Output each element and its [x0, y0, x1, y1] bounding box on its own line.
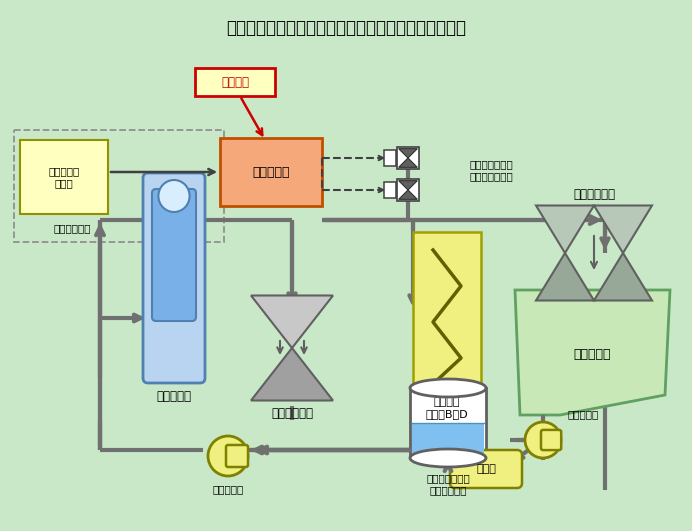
Bar	[397, 179, 419, 201]
Text: 二次系計器
ラック: 二次系計器 ラック	[48, 166, 80, 188]
Text: 脱気器: 脱気器	[476, 464, 496, 474]
Polygon shape	[251, 295, 333, 348]
FancyBboxPatch shape	[152, 189, 196, 321]
Polygon shape	[515, 290, 670, 415]
Bar	[384, 182, 396, 198]
Text: 湿分分離加熱器
加熱蒸気制御弁: 湿分分離加熱器 加熱蒸気制御弁	[470, 159, 513, 181]
FancyBboxPatch shape	[143, 173, 205, 383]
Polygon shape	[251, 348, 333, 400]
Ellipse shape	[410, 379, 486, 397]
Text: 伊方発電所２号機　湿分分離加熱器まわり概略系統図: 伊方発電所２号機 湿分分離加熱器まわり概略系統図	[226, 19, 466, 37]
Polygon shape	[594, 205, 652, 253]
FancyBboxPatch shape	[226, 445, 248, 467]
Bar	[397, 147, 419, 169]
Bar	[412, 423, 484, 456]
Bar	[20, 140, 108, 214]
FancyBboxPatch shape	[541, 430, 561, 450]
Text: 共通リレー室: 共通リレー室	[53, 223, 91, 233]
Polygon shape	[399, 158, 417, 167]
Circle shape	[525, 422, 561, 458]
FancyBboxPatch shape	[450, 450, 522, 488]
Bar	[195, 68, 275, 96]
Text: 当該箇所: 当該箇所	[221, 75, 249, 89]
Polygon shape	[536, 205, 594, 253]
Bar	[410, 388, 486, 458]
Polygon shape	[399, 181, 417, 190]
Bar	[220, 138, 322, 206]
Text: 復　水　器: 復 水 器	[573, 348, 611, 362]
Text: 湿分分離加熱器
ドレンタンク: 湿分分離加熱器 ドレンタンク	[426, 473, 470, 495]
Polygon shape	[399, 190, 417, 199]
Polygon shape	[594, 253, 652, 301]
Text: 蒸気発生器: 蒸気発生器	[156, 390, 192, 402]
Bar	[14, 130, 224, 242]
Text: 給水ポンプ: 給水ポンプ	[212, 484, 244, 494]
Bar	[413, 232, 481, 390]
Bar	[384, 150, 396, 166]
Text: 湿分分離
加熱器B，D: 湿分分離 加熱器B，D	[426, 397, 468, 419]
Ellipse shape	[158, 180, 190, 212]
Text: 高圧タービン: 高圧タービン	[271, 407, 313, 420]
Ellipse shape	[410, 449, 486, 467]
Circle shape	[208, 436, 248, 476]
Text: 信号変換器: 信号変換器	[253, 166, 290, 178]
Text: 低圧タービン: 低圧タービン	[573, 187, 615, 201]
Polygon shape	[399, 149, 417, 158]
Polygon shape	[536, 253, 594, 301]
Text: 復水ポンプ: 復水ポンプ	[567, 409, 599, 419]
